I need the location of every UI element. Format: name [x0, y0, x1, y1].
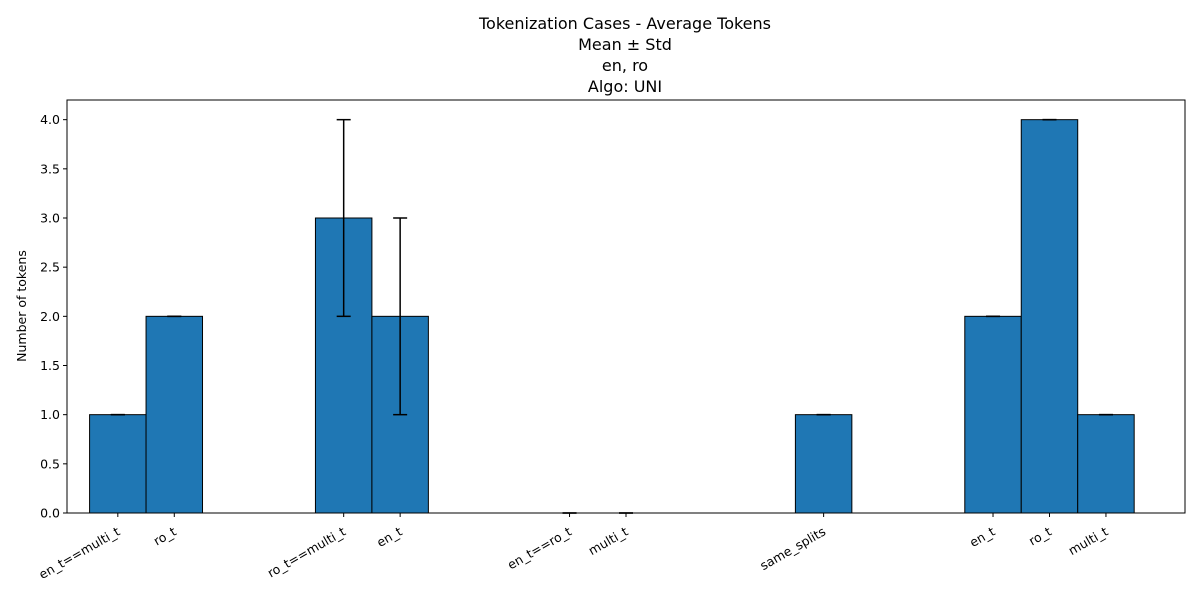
y-tick-label: 2.5 — [40, 260, 60, 275]
y-tick-label: 2.0 — [40, 309, 60, 324]
bars — [89, 119, 1135, 514]
title-line-2: Mean ± Std — [578, 35, 672, 54]
bar-en_t — [964, 315, 1022, 514]
bar-multi_t — [1077, 414, 1135, 514]
y-tick-label: 1.5 — [40, 358, 60, 373]
title-line-3: en, ro — [602, 56, 648, 75]
bar-ro_t — [145, 315, 204, 514]
error-bars — [110, 118, 1113, 514]
y-axis-ticks: 0.0 0.5 1.0 1.5 2.0 2.5 3.0 3.5 4.0 — [40, 112, 67, 521]
y-tick-label: 3.5 — [40, 161, 60, 176]
plot-area-frame — [66, 99, 1186, 514]
y-tick-label: 3.0 — [40, 211, 60, 226]
y-tick-label: 1.0 — [40, 407, 60, 422]
y-tick-label: 0.0 — [40, 506, 60, 521]
title-line-4: Algo: UNI — [588, 77, 662, 96]
chart-title: Tokenization Cases - Average Tokens Mean… — [478, 14, 771, 96]
y-tick-label: 0.5 — [40, 456, 60, 471]
bar-en_t==multi_t — [89, 414, 147, 514]
y-axis-label: Number of tokens — [14, 250, 29, 362]
title-line-1: Tokenization Cases - Average Tokens — [478, 14, 771, 33]
bar-ro_t — [1020, 119, 1079, 514]
bar-same_splits — [794, 414, 853, 514]
y-tick-label: 4.0 — [40, 112, 60, 127]
